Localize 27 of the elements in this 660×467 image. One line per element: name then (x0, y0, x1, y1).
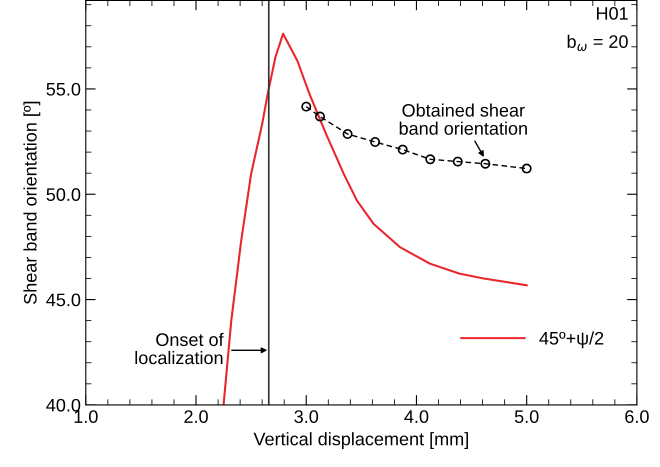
point (315, 112, 326, 122)
x-tick-label: 5.0 (514, 410, 539, 424)
point (370, 137, 380, 148)
y-tick-label: 50.0 (46, 188, 80, 201)
x-tick-label: 4.0 (404, 410, 428, 424)
line-series (222, 32, 528, 405)
point (301, 102, 312, 112)
y-axis-title: Shear band orientation [º] (23, 102, 40, 304)
annotation: H01 (596, 7, 628, 20)
point (452, 156, 463, 167)
y-tick-label: 55.0 (46, 82, 80, 96)
y-tick-label: 40.0 (46, 398, 80, 412)
annotation: Obtained shear band orientation (400, 103, 527, 135)
x-tick-label: 2.0 (184, 410, 208, 424)
annotation: Onset of localization (135, 332, 224, 364)
x-tick-label: 3.0 (294, 410, 318, 424)
y-tick-label: 45.0 (46, 294, 80, 306)
annotation: b$_{ω}$ = 20 (568, 34, 628, 51)
point (342, 129, 353, 140)
x-tick-label: 6.0 (625, 410, 649, 424)
point (425, 154, 436, 164)
point (398, 144, 408, 155)
x-tick-label: 1.0 (74, 410, 98, 424)
point (480, 158, 490, 169)
legend-label: 45º+ψ/2 (539, 331, 604, 348)
x-axis-title: Vertical displacement [mm] (254, 432, 468, 449)
point (522, 164, 532, 174)
